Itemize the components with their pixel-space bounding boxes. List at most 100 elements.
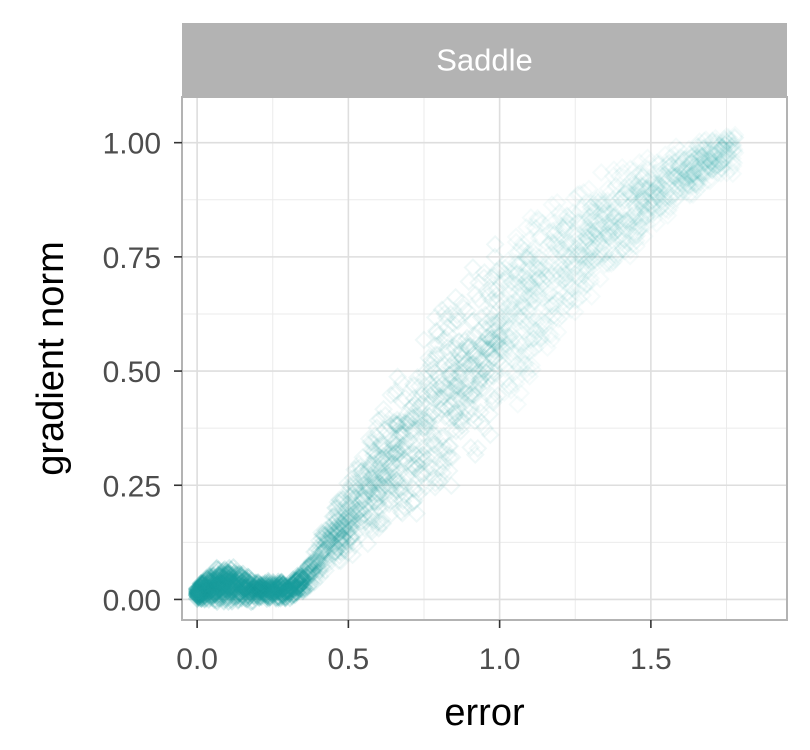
data-point: [448, 376, 468, 396]
data-point: [254, 577, 274, 597]
data-point: [471, 402, 491, 422]
data-point: [451, 390, 471, 410]
data-point: [275, 581, 295, 601]
data-point: [440, 365, 460, 385]
data-point: [494, 306, 514, 326]
data-point: [213, 576, 233, 596]
data-point: [190, 584, 210, 604]
data-point: [539, 256, 559, 276]
data-point: [529, 328, 548, 348]
data-point: [586, 197, 606, 217]
data-point: [232, 576, 252, 596]
data-point: [579, 260, 598, 280]
data-point: [472, 413, 491, 432]
data-point: [491, 338, 510, 358]
data-point: [482, 280, 501, 299]
data-point: [700, 153, 720, 173]
data-point: [271, 582, 291, 602]
data-point: [670, 147, 690, 167]
data-point: [194, 583, 214, 603]
data-point: [361, 515, 380, 535]
data-point: [538, 252, 557, 272]
data-point: [194, 583, 214, 603]
data-point: [606, 176, 626, 196]
data-point: [257, 584, 277, 604]
data-point: [597, 191, 617, 211]
data-point: [281, 580, 300, 600]
data-point: [468, 438, 488, 458]
data-point: [192, 579, 212, 599]
data-point: [469, 273, 488, 293]
data-points: [187, 125, 745, 612]
data-point: [306, 552, 325, 572]
data-point: [452, 347, 472, 367]
data-point: [271, 577, 291, 597]
data-point: [347, 489, 366, 508]
data-point: [275, 577, 295, 596]
data-point: [448, 311, 468, 331]
data-point: [293, 573, 312, 593]
data-point: [204, 573, 223, 593]
data-point: [372, 509, 392, 529]
data-point: [591, 241, 611, 261]
data-point: [270, 581, 290, 601]
data-point: [218, 568, 237, 588]
data-point: [702, 160, 722, 180]
data-point: [329, 513, 349, 533]
data-point: [499, 326, 519, 346]
data-point: [362, 476, 382, 496]
data-point: [460, 386, 480, 405]
data-point: [514, 276, 534, 296]
data-point: [719, 138, 739, 158]
data-point: [485, 363, 504, 383]
data-point: [585, 211, 605, 231]
data-point: [280, 581, 300, 601]
data-point: [701, 152, 720, 172]
data-point: [650, 198, 670, 218]
data-point: [303, 562, 323, 582]
data-point: [216, 571, 236, 590]
data-point: [331, 536, 351, 555]
data-point: [621, 184, 640, 204]
data-point: [509, 242, 529, 262]
data-point: [265, 581, 285, 601]
data-point: [468, 348, 488, 368]
data-point: [520, 259, 540, 279]
data-point: [250, 579, 270, 599]
data-point: [325, 538, 345, 557]
data-point: [604, 252, 624, 272]
data-point: [520, 273, 540, 293]
data-point: [553, 239, 573, 259]
data-point: [522, 360, 542, 379]
data-point: [420, 365, 440, 385]
data-point: [207, 580, 227, 600]
data-point: [714, 151, 734, 171]
data-point: [270, 576, 290, 596]
data-point: [365, 426, 385, 446]
data-point: [543, 252, 563, 272]
data-point: [312, 542, 332, 561]
data-point: [420, 380, 440, 400]
data-point: [250, 583, 270, 603]
data-point: [470, 394, 490, 413]
data-point: [283, 575, 303, 595]
data-point: [682, 165, 702, 185]
data-point: [581, 252, 601, 271]
data-point: [690, 148, 709, 168]
data-point: [280, 584, 300, 603]
data-point: [247, 579, 267, 599]
data-point: [226, 565, 246, 585]
data-point: [529, 286, 549, 305]
data-point: [553, 253, 573, 272]
data-point: [202, 567, 222, 587]
data-point: [376, 475, 396, 495]
data-point: [428, 367, 448, 387]
data-point: [310, 535, 330, 555]
data-point: [622, 206, 642, 226]
data-point: [478, 327, 497, 347]
data-point: [700, 158, 719, 177]
data-point: [591, 163, 611, 182]
data-point: [517, 316, 537, 336]
data-point: [255, 579, 275, 599]
data-point: [271, 588, 290, 608]
